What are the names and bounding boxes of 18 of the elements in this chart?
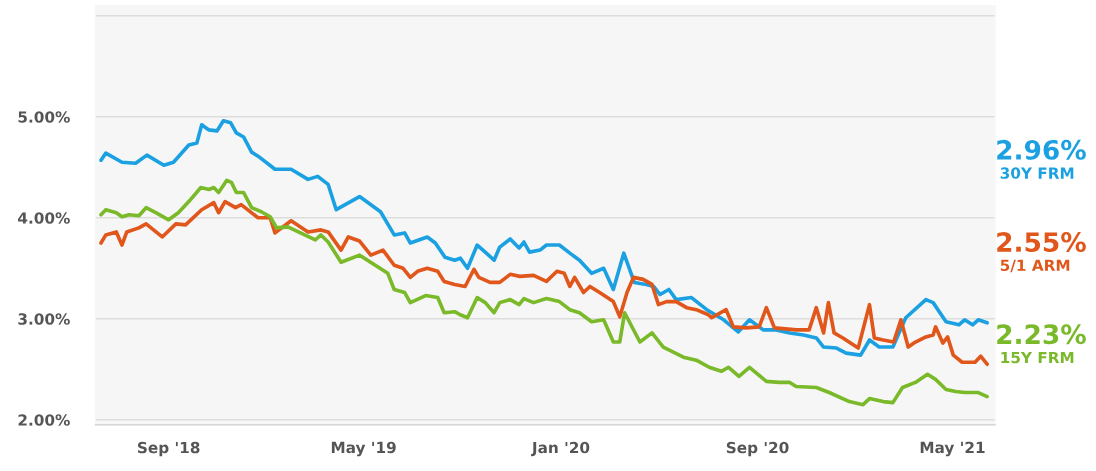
x-tick-label: Sep '18 [137,441,200,457]
y-tick-label: 5.00% [18,111,70,123]
text: 15Y FRM [1001,351,1074,364]
x-tick-label: May '19 [331,441,396,457]
line-series [99,199,989,367]
text: 2.55% [997,232,1086,253]
y-tick-label: 2.00% [18,414,70,426]
text: 5/1 ARM [1000,259,1070,273]
text: 2.96% [997,139,1086,160]
x-tick-label: Sep '20 [726,441,789,457]
text: 2.23% [997,324,1086,345]
x-tick-label: Jan '20 [531,441,590,457]
y-tick-label: 4.00% [18,212,70,224]
line-series [99,118,989,357]
text: 30Y FRM [1000,167,1074,179]
y-tick-label: 3.00% [18,313,70,325]
line-series [99,178,989,407]
x-tick-label: May '21 [920,441,985,457]
